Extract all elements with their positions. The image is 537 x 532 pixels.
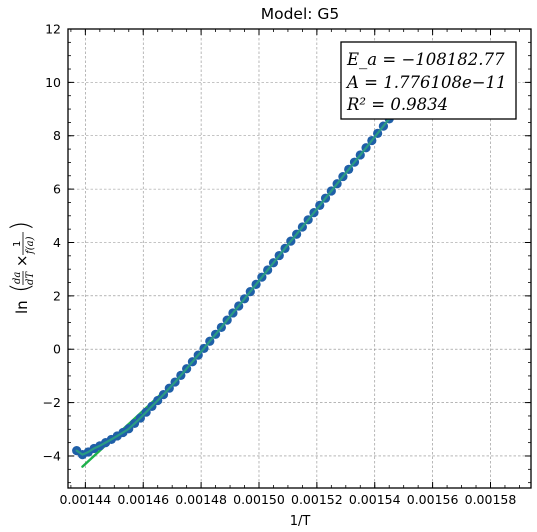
svg-text:(: (	[6, 283, 36, 293]
y-tick-label: 4	[53, 235, 61, 250]
fit-line-overlay	[75, 67, 431, 456]
svg-text:): )	[6, 221, 36, 231]
y-axis-label: ln ( da dT × 1 f(a) )	[6, 221, 36, 314]
y-tick-label: 6	[53, 182, 61, 197]
x-tick-label: 0.00152	[291, 492, 343, 507]
svg-text:×: ×	[13, 254, 31, 267]
y-tick-label: −4	[43, 448, 61, 463]
pre-exponential-factor-text: A = 1.776108e−11	[345, 73, 507, 92]
fit-annotation: E_a = −108182.77 A = 1.776108e−11 R² = 0…	[340, 41, 517, 120]
x-tick-label: 0.00148	[175, 492, 227, 507]
svg-text:f(a): f(a)	[25, 236, 36, 255]
x-tick-label: 0.00146	[117, 492, 169, 507]
svg-text:dT: dT	[25, 271, 36, 285]
y-tick-label: 0	[53, 342, 61, 357]
y-tick-label: 8	[53, 128, 61, 143]
y-tick-label: 12	[45, 22, 61, 37]
x-tick-label: 0.00144	[60, 492, 112, 507]
r-squared-text: R² = 0.9834	[346, 95, 448, 114]
svg-text:ln: ln	[13, 300, 31, 314]
x-tick-label: 0.00154	[349, 492, 401, 507]
x-axis-label: 1/T	[290, 514, 311, 529]
y-tick-label: 2	[53, 288, 61, 303]
x-tick-label: 0.00158	[465, 492, 517, 507]
chart-title: Model: G5	[261, 5, 340, 23]
plot-frame	[67, 28, 532, 489]
data-points	[72, 63, 435, 460]
svg-text:da: da	[12, 272, 23, 284]
x-tick-labels: 0.00144 0.00146 0.00148 0.00150 0.00152 0.001…	[60, 492, 517, 507]
x-tick-label: 0.00150	[233, 492, 285, 507]
x-tick-label: 0.00156	[407, 492, 459, 507]
activation-energy-text: E_a = −108182.77	[346, 50, 505, 69]
y-tick-label: −2	[43, 395, 61, 410]
y-tick-label: 10	[45, 75, 61, 90]
svg-text:1: 1	[12, 241, 23, 247]
y-tick-labels: −4 −2 0 2 4 6 8 10 12	[43, 22, 61, 464]
